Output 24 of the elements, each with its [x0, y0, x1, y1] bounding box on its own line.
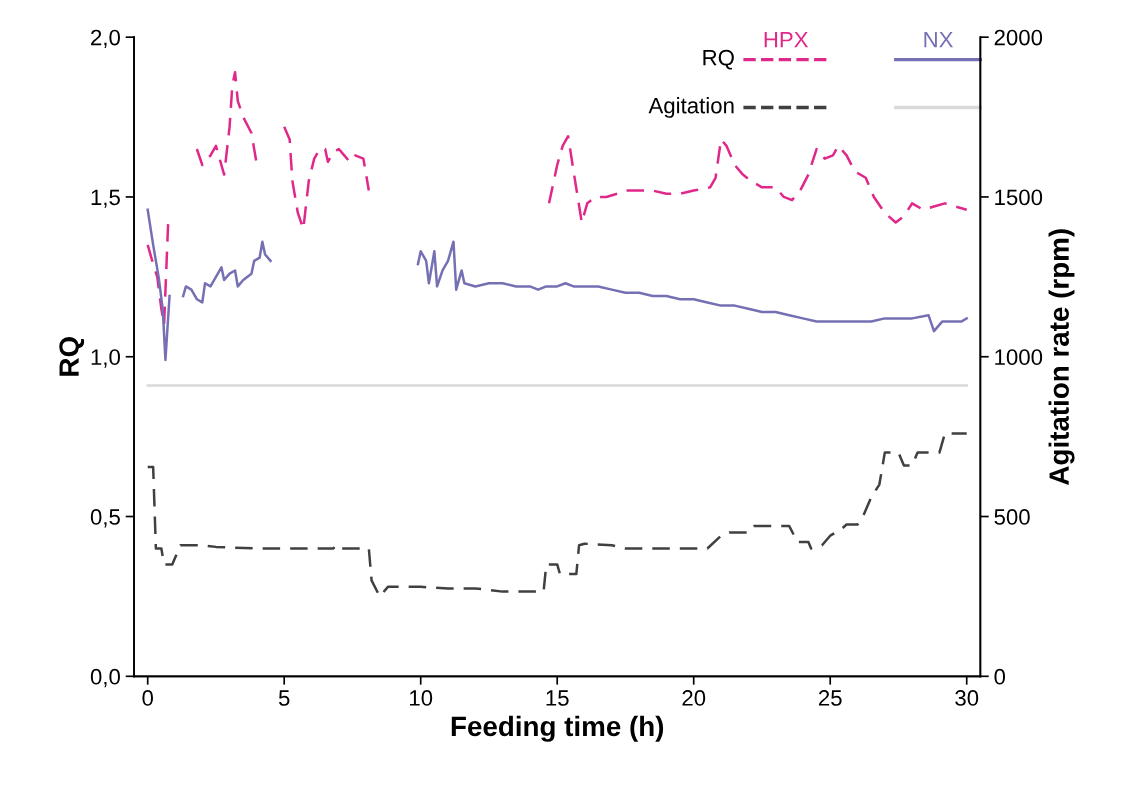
y2-tick-label: 1500 — [995, 189, 1043, 206]
y-tick-label: 1,5 — [91, 189, 120, 208]
text: HPX — [764, 31, 809, 48]
text: NX — [924, 31, 954, 48]
y2-tick-label: 0 — [994, 668, 1006, 685]
annotation: Agitation — [648, 97, 734, 118]
y2-tick-label: 2000 — [994, 29, 1043, 46]
x-tick-label: 25 — [818, 690, 842, 706]
y-axis-title: RQ — [59, 337, 85, 376]
y-tick-label: 0,5 — [90, 509, 120, 528]
x-tick-label: 10 — [410, 690, 433, 706]
y-tick-label: 0,0 — [90, 668, 120, 688]
y2-tick-label: 500 — [994, 509, 1030, 525]
y-tick-label: 1,0 — [91, 349, 120, 368]
x-tick-label: 30 — [955, 690, 979, 706]
y-tick-label: 2,0 — [91, 29, 120, 49]
x-axis-title: Feeding time (h) — [451, 715, 664, 742]
x-tick-label: 20 — [682, 690, 706, 706]
x-tick-label: 15 — [546, 690, 569, 706]
annotation: RQ — [703, 49, 734, 70]
y2-axis-title: Agitation rate (rpm) — [1048, 229, 1075, 485]
x-tick-label: 0 — [142, 690, 154, 706]
x-tick-label: 5 — [278, 690, 290, 706]
y2-tick-label: 1000 — [995, 349, 1043, 366]
